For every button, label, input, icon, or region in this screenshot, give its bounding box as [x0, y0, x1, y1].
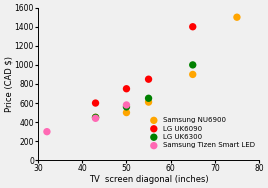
- Samsung NU6900: [124, 111, 129, 114]
- Samsung Tizen Smart LED: [124, 103, 129, 106]
- Samsung NU6900: [191, 73, 195, 76]
- X-axis label: TV  screen diagonal (inches): TV screen diagonal (inches): [89, 175, 209, 184]
- LG UK6300: [191, 63, 195, 66]
- LG UK6090: [146, 78, 151, 81]
- Samsung NU6900: [235, 16, 239, 19]
- Y-axis label: Price (CAD $): Price (CAD $): [4, 56, 13, 112]
- LG UK6300: [124, 105, 129, 108]
- LG UK6300: [146, 97, 151, 100]
- LG UK6300: [93, 116, 98, 119]
- Samsung NU6900: [93, 116, 98, 119]
- LG UK6090: [93, 102, 98, 105]
- LG UK6090: [191, 25, 195, 28]
- LG UK6090: [124, 87, 129, 90]
- Samsung Tizen Smart LED: [45, 130, 49, 133]
- Samsung NU6900: [146, 101, 151, 104]
- Legend: Samsung NU6900, LG UK6090, LG UK6300, Samsung Tizen Smart LED: Samsung NU6900, LG UK6090, LG UK6300, Sa…: [146, 117, 256, 149]
- Samsung Tizen Smart LED: [93, 117, 98, 120]
